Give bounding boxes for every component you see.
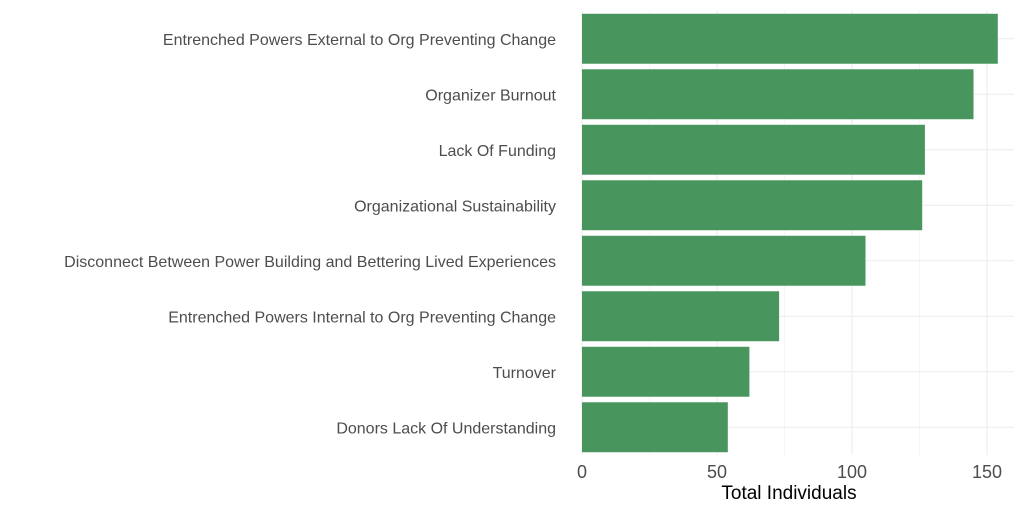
bar <box>582 13 998 64</box>
x-tick-label: 100 <box>837 462 867 482</box>
bars <box>582 13 998 453</box>
category-label: Disconnect Between Power Building and Be… <box>64 254 556 271</box>
bar <box>582 180 923 231</box>
category-label: Organizational Sustainability <box>354 198 556 215</box>
x-tick-labels: 0 50 100 150 <box>577 462 1002 482</box>
category-labels: Entrenched Powers External to Org Preven… <box>64 32 557 438</box>
x-tick-label: 150 <box>972 462 1002 482</box>
x-axis-title: Total Individuals <box>721 483 856 504</box>
bar <box>582 124 925 175</box>
category-label: Donors Lack Of Understanding <box>336 420 556 437</box>
category-label: Turnover <box>493 365 557 382</box>
category-label: Lack Of Funding <box>439 143 556 160</box>
bar <box>582 402 728 453</box>
bar <box>582 235 866 286</box>
bar <box>582 69 974 120</box>
bar <box>582 346 750 397</box>
bar <box>582 291 780 342</box>
category-label: Entrenched Powers Internal to Org Preven… <box>168 309 556 326</box>
x-tick-label: 0 <box>577 462 587 482</box>
x-tick-label: 50 <box>707 462 727 482</box>
category-label: Organizer Burnout <box>425 87 556 104</box>
category-label: Entrenched Powers External to Org Preven… <box>163 32 556 49</box>
